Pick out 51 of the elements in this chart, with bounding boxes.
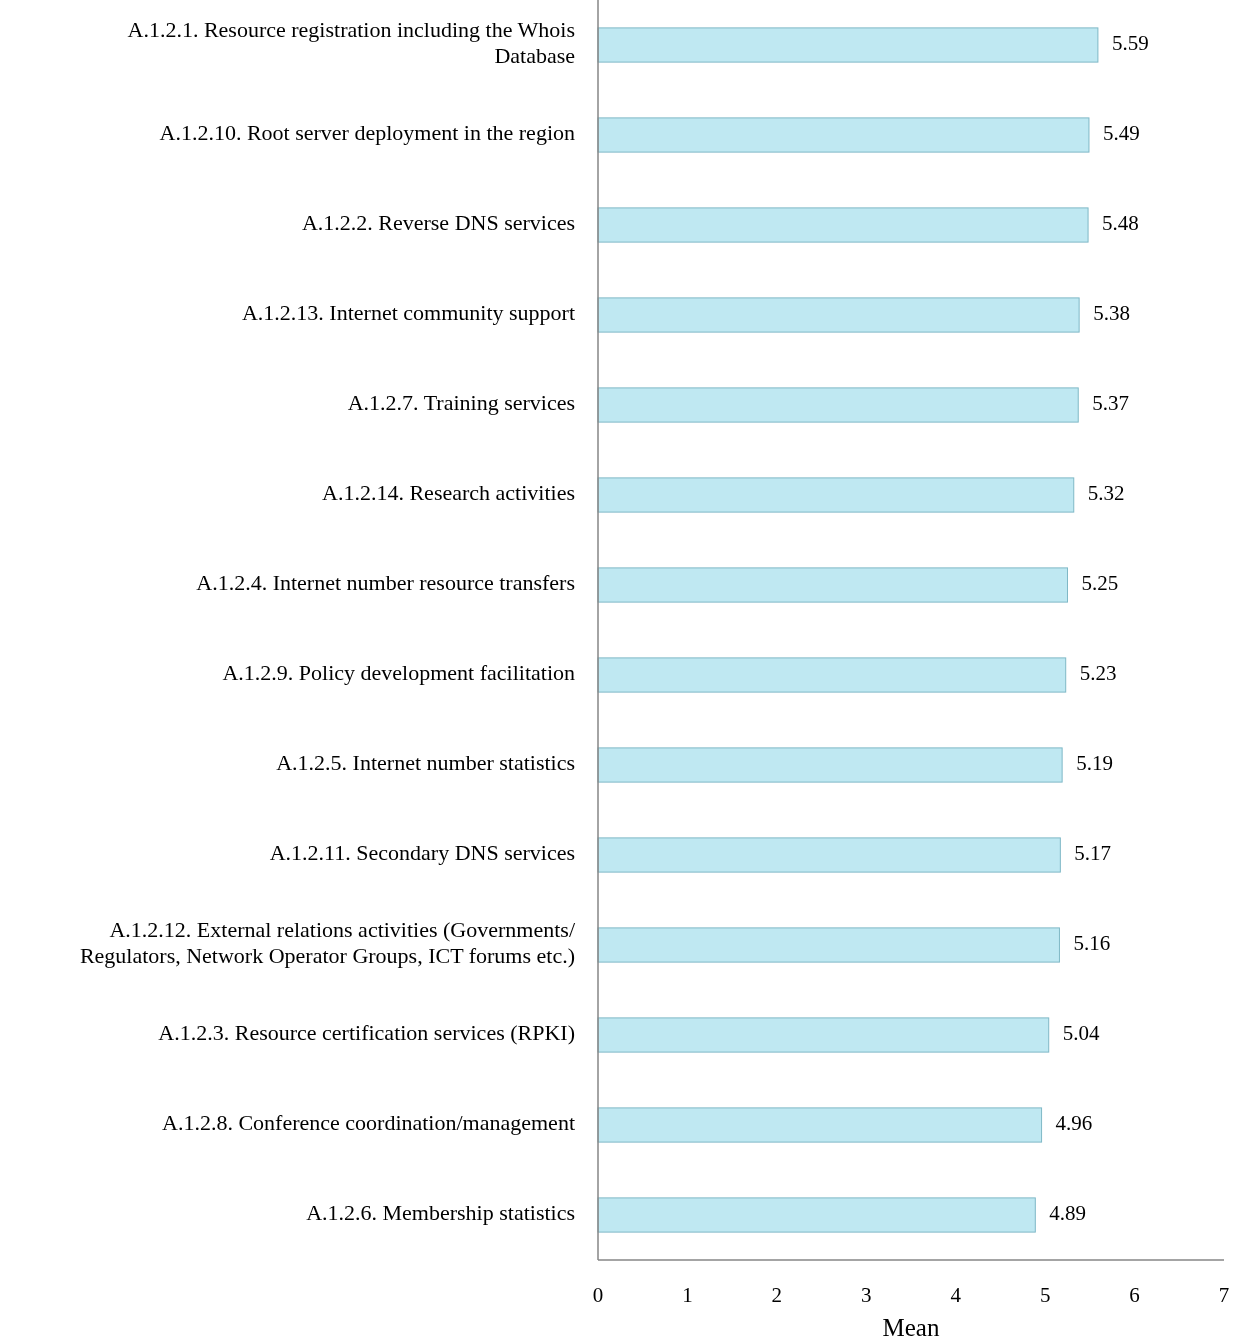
x-tick-label: 4 <box>950 1282 962 1307</box>
bar <box>597 207 1089 243</box>
x-tick-label: 0 <box>592 1282 604 1307</box>
data-label: 5.16 <box>1073 930 1111 955</box>
data-label: 5.49 <box>1102 120 1140 145</box>
y-tick-label: A.1.2.6. Membership statistics <box>306 1200 575 1226</box>
data-label: 5.59 <box>1111 30 1149 55</box>
bar <box>597 657 1067 693</box>
bar <box>597 1017 1050 1053</box>
x-tick-label: 6 <box>1129 1282 1140 1307</box>
data-label: 5.25 <box>1081 570 1119 595</box>
y-tick-label: A.1.2.1. Resource registration including the Whois Database <box>127 17 575 69</box>
y-tick-label: A.1.2.10. Root server deployment in the region <box>159 120 575 146</box>
x-tick-label: 1 <box>682 1282 693 1307</box>
y-tick-label: A.1.2.8. Conference coordination/management <box>162 1110 575 1136</box>
y-tick-label: A.1.2.2. Reverse DNS services <box>301 210 575 236</box>
bar <box>597 387 1079 423</box>
bar <box>597 297 1080 333</box>
x-tick-label: 3 <box>861 1282 872 1307</box>
data-label: 5.38 <box>1093 300 1130 325</box>
x-tick-label: 2 <box>771 1282 783 1307</box>
data-label: 4.96 <box>1055 1110 1093 1135</box>
data-label: 5.04 <box>1062 1020 1100 1045</box>
y-tick-label: A.1.2.11. Secondary DNS services <box>269 840 575 866</box>
bar <box>597 837 1061 873</box>
x-tick-label: 5 <box>1039 1282 1051 1307</box>
y-tick-label: A.1.2.7. Training services <box>347 390 575 416</box>
data-label: 5.19 <box>1076 750 1113 775</box>
data-label: 5.37 <box>1092 390 1129 415</box>
x-axis-title: Mean <box>882 1313 940 1341</box>
bar <box>597 27 1099 63</box>
x-tick-label: 7 <box>1218 1282 1230 1307</box>
bar <box>597 747 1063 783</box>
bar <box>597 1107 1043 1143</box>
y-tick-label: A.1.2.9. Policy development facilitation <box>222 660 575 686</box>
bar <box>597 927 1060 963</box>
y-tick-label: A.1.2.3. Resource certification services (RPKI) <box>158 1020 575 1046</box>
data-label: 5.32 <box>1087 480 1125 505</box>
bar <box>597 117 1090 153</box>
data-label: 5.17 <box>1074 840 1112 865</box>
data-label: 4.89 <box>1049 1200 1087 1225</box>
data-label: 5.48 <box>1102 210 1139 235</box>
bar <box>597 477 1075 513</box>
bar <box>597 1197 1036 1233</box>
data-label: 5.23 <box>1079 660 1117 685</box>
bar <box>597 567 1068 603</box>
y-tick-label: A.1.2.5. Internet number statistics <box>276 750 575 776</box>
y-tick-label: A.1.2.13. Internet community support <box>241 300 575 326</box>
y-tick-label: A.1.2.4. Internet number resource transfers <box>196 570 575 596</box>
y-tick-label: A.1.2.14. Research activities <box>322 480 575 506</box>
y-tick-label: A.1.2.12. External relations activities (Governments/ Regulators, Network Operator Groups, ICT forums etc.) <box>79 917 576 969</box>
